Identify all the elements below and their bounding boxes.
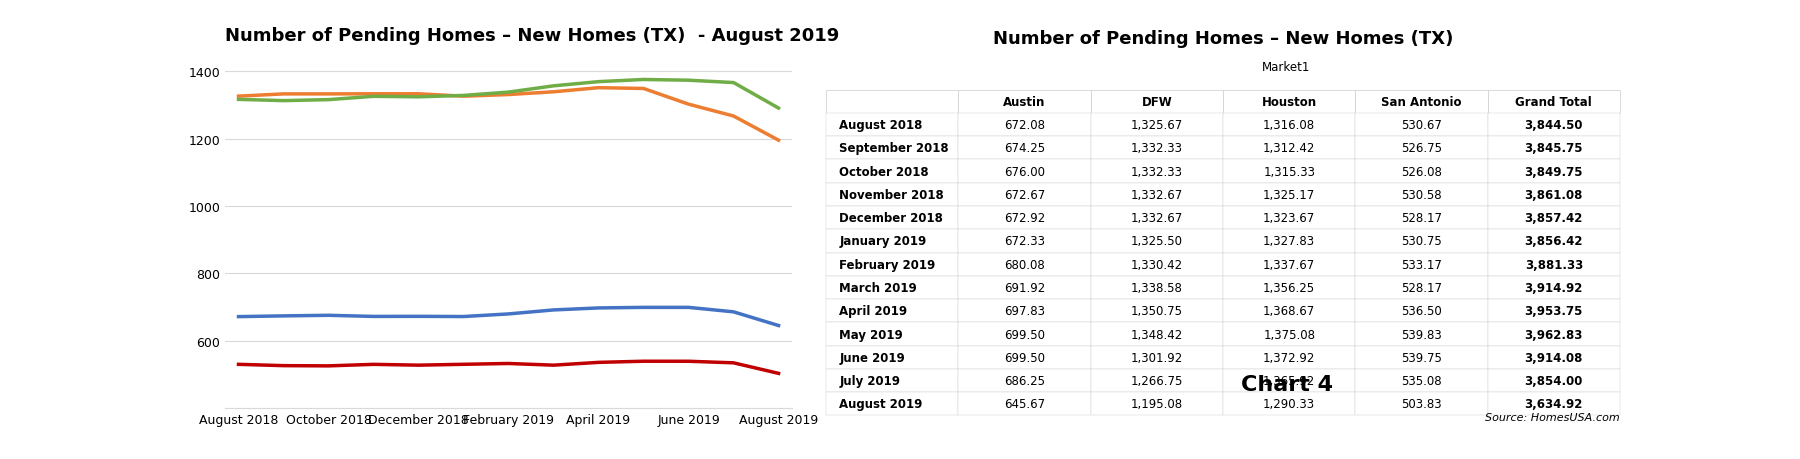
Text: Market1: Market1 bbox=[1262, 61, 1310, 73]
Text: Number of Pending Homes – New Homes (TX): Number of Pending Homes – New Homes (TX) bbox=[994, 30, 1453, 48]
Text: Number of Pending Homes – New Homes (TX)  - August 2019: Number of Pending Homes – New Homes (TX)… bbox=[225, 27, 839, 45]
Text: Source: HomesUSA.com: Source: HomesUSA.com bbox=[1485, 412, 1620, 422]
Text: Chart 4: Chart 4 bbox=[1240, 375, 1332, 394]
